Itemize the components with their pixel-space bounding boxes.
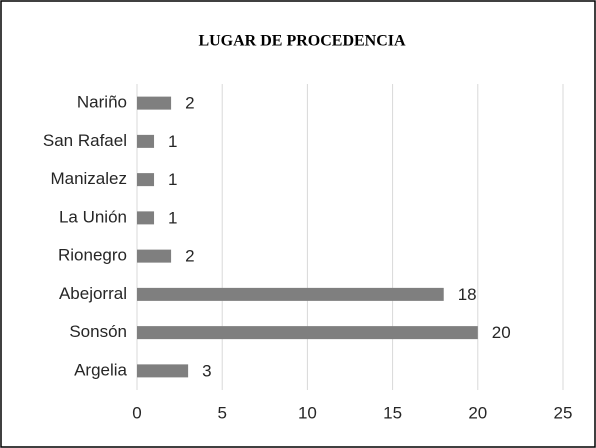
y-tick-label: Manizalez — [50, 169, 127, 188]
bar — [137, 326, 478, 340]
bar — [137, 211, 155, 225]
x-tick-label: 25 — [554, 403, 573, 422]
x-tick-label: 5 — [217, 403, 226, 422]
value-label: 1 — [168, 170, 177, 189]
bar — [137, 96, 172, 110]
y-tick-label: Abejorral — [59, 284, 127, 303]
value-label: 2 — [185, 94, 194, 113]
value-label: 18 — [458, 285, 477, 304]
value-label: 1 — [168, 132, 177, 151]
value-label: 1 — [168, 208, 177, 227]
value-label: 2 — [185, 247, 194, 266]
y-tick-label: Sonsón — [69, 322, 127, 341]
x-tick-label: 10 — [298, 403, 317, 422]
y-tick-label: Rionegro — [58, 246, 127, 265]
bar — [137, 287, 444, 301]
bar — [137, 134, 155, 148]
y-tick-label: Nariño — [77, 93, 127, 112]
bar — [137, 249, 172, 263]
y-tick-label: La Unión — [59, 207, 127, 226]
bar — [137, 364, 189, 378]
chart-title: LUGAR DE PROCEDENCIA — [198, 33, 406, 50]
bar — [137, 173, 155, 187]
value-label: 20 — [492, 323, 511, 342]
y-tick-label: Argelia — [74, 360, 127, 379]
x-tick-label: 15 — [383, 403, 402, 422]
value-label: 3 — [202, 361, 211, 380]
x-tick-label: 20 — [468, 403, 487, 422]
x-tick-label: 0 — [132, 403, 141, 422]
y-tick-label: San Rafael — [43, 131, 127, 150]
